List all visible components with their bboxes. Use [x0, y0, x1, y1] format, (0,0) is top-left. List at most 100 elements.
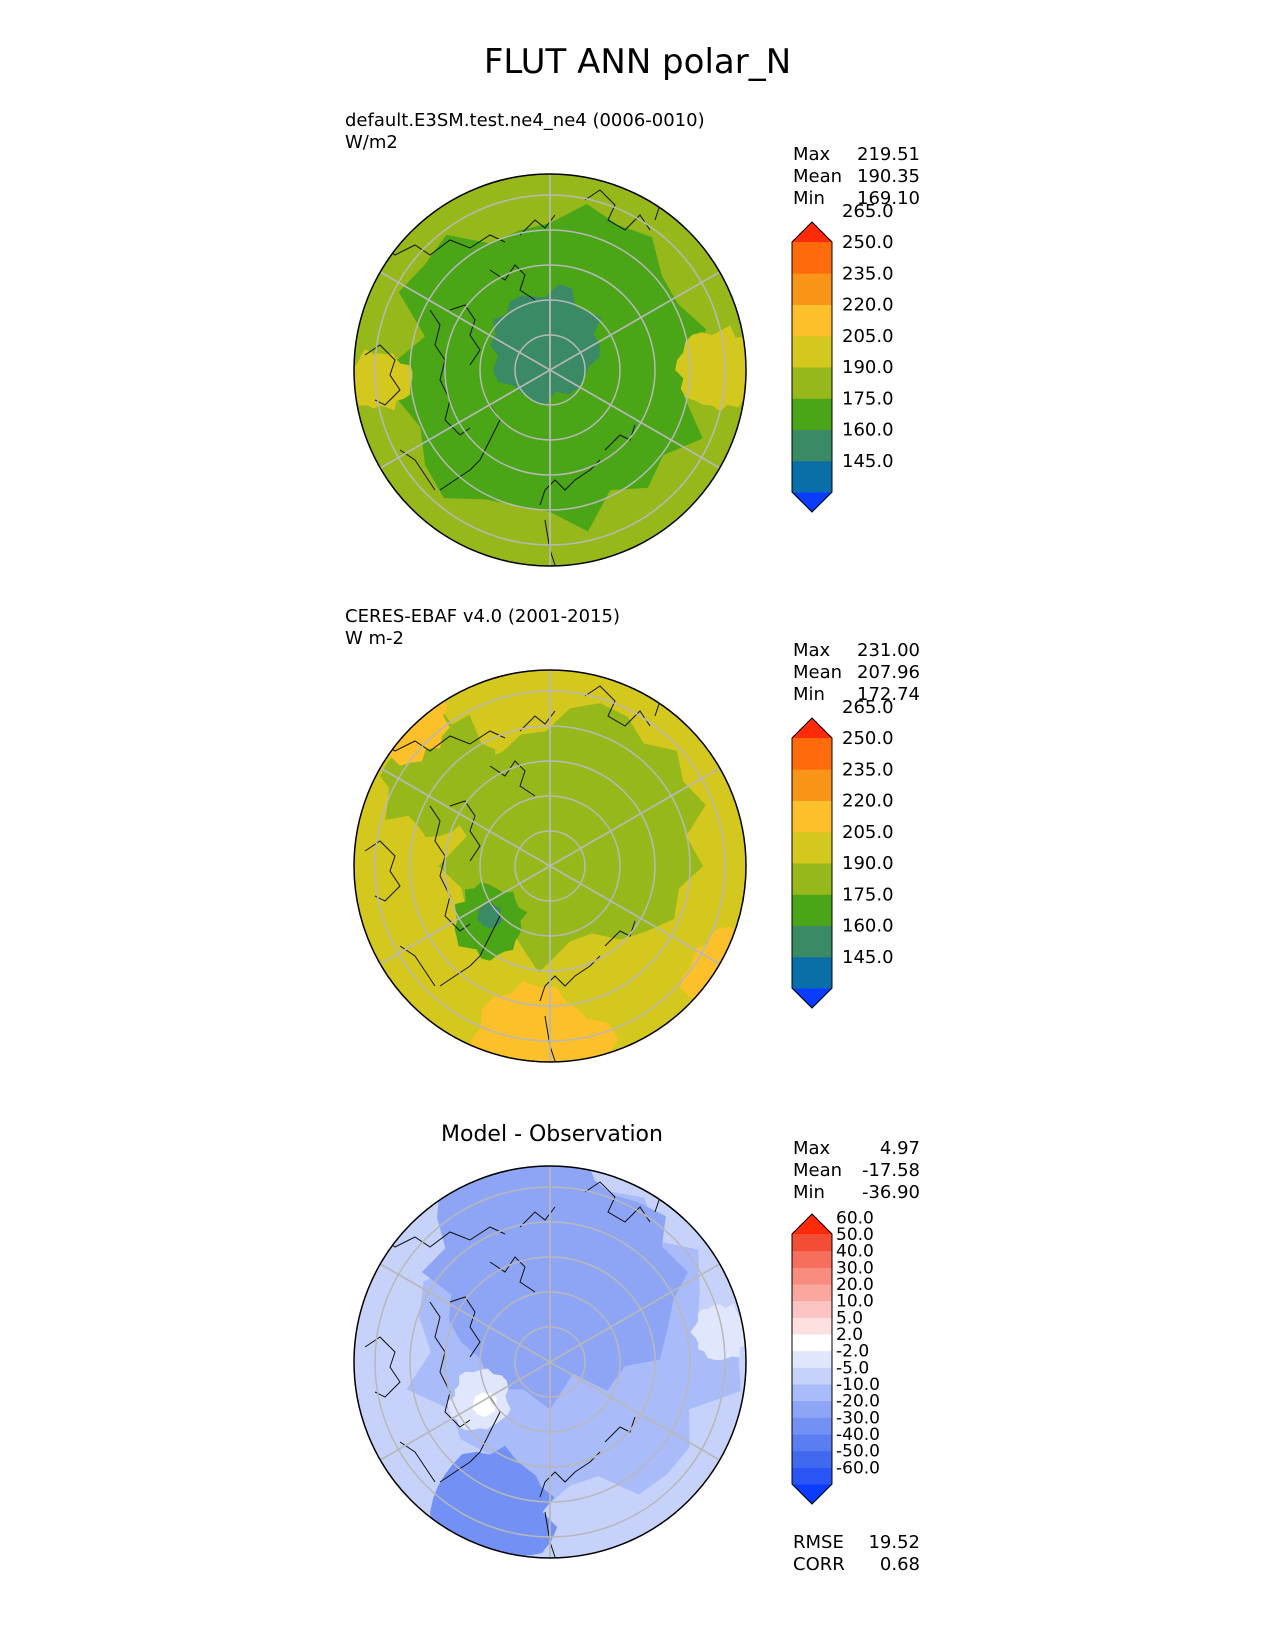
graticule-meridian: [379, 369, 551, 469]
colorbar-segment: [792, 1317, 832, 1335]
colorbar-segment: [792, 1334, 832, 1352]
colorbar-tick-label: 2.0: [836, 1325, 863, 1345]
coastline: [604, 1416, 636, 1443]
colorbar-segment: [792, 800, 832, 833]
panel-1-label-line1: default.E3SM.test.ne4_ne4 (0006-0010): [345, 110, 705, 131]
colorbar-tick-label: 250.0: [842, 232, 894, 253]
stat-value: 207.96: [857, 662, 920, 683]
panel-2-label: CERES-EBAF v4.0 (2001-2015) W m-2: [345, 606, 620, 650]
graticule-meridian: [549, 1361, 721, 1461]
coastline: [364, 840, 401, 902]
graticule-meridian: [379, 865, 551, 965]
stat-label: Min: [793, 684, 825, 705]
graticule-meridian: [549, 767, 721, 867]
colorbar-tick-label: 5.0: [836, 1308, 863, 1328]
colorbar-extend-high: [792, 1214, 832, 1234]
coastline: [399, 449, 436, 491]
field-contour-region: [467, 981, 619, 1062]
colorbar-outline: [791, 221, 833, 513]
colorbar-tick-label: 175.0: [842, 388, 894, 409]
stat-value: 4.97: [879, 1138, 920, 1159]
stat-label: Max: [793, 144, 831, 165]
map-boundary: [353, 1165, 747, 1559]
coastline: [379, 234, 506, 256]
colorbar-outline: [791, 1213, 833, 1505]
coastline: [539, 459, 601, 506]
panel-1-units: W/m2: [345, 132, 398, 153]
coastline: [449, 304, 481, 366]
panel-2-units: W m-2: [345, 628, 405, 649]
colorbar-segment: [792, 1400, 832, 1418]
colorbar-extend-low: [792, 988, 832, 1008]
colorbar-segment: [792, 460, 832, 493]
graticule-meridian: [549, 865, 721, 965]
colorbar-extend-high: [792, 718, 832, 738]
colorbar-tick-label: -60.0: [836, 1458, 880, 1478]
stat-value: 190.35: [857, 166, 920, 187]
coastline: [399, 945, 436, 987]
colorbar-extend-high: [792, 222, 832, 242]
colorbar-segment: [792, 398, 832, 430]
colorbar-segment: [792, 738, 832, 770]
colorbar-tick-label: 190.0: [842, 853, 894, 874]
panel-1-colorbar: 145.0 160.0 175.0 190.0 205.0 220.0 235.0 250.0…: [791, 201, 894, 513]
colorbar-segment: [792, 1434, 832, 1452]
colorbar-segment: [792, 1284, 832, 1302]
colorbar-tick-label: 235.0: [842, 759, 894, 780]
coastline: [539, 955, 601, 1002]
colorbar-tick-label: 265.0: [842, 201, 894, 222]
colorbar-tick-label: 220.0: [842, 295, 894, 316]
coastline: [364, 344, 401, 406]
colorbar-tick-label: 235.0: [842, 263, 894, 284]
colorbar-tick-label: 60.0: [836, 1208, 874, 1228]
graticule-meridian: [379, 271, 551, 371]
field-contour-region: [675, 325, 746, 412]
map-boundary: [353, 669, 747, 1063]
colorbar-segment: [792, 1234, 832, 1252]
colorbar-tick-label: -2.0: [836, 1342, 869, 1362]
panel-2-label-line1: CERES-EBAF v4.0 (2001-2015): [345, 606, 621, 627]
coastline: [539, 1451, 601, 1498]
colorbar-extend-low: [792, 492, 832, 512]
figure-title: FLUT ANN polar_N: [483, 42, 792, 82]
graticule-meridian: [379, 1361, 551, 1461]
coastline: [429, 309, 471, 436]
stat-value: 172.74: [857, 684, 920, 705]
colorbar-tick-label: -40.0: [836, 1425, 880, 1445]
coastline: [399, 1441, 436, 1483]
colorbar-tick-label: 50.0: [836, 1225, 874, 1245]
stat-label: Mean: [793, 662, 843, 683]
coastline: [584, 1181, 651, 1223]
colorbar-segment: [792, 863, 832, 895]
colorbar-tick-label: 40.0: [836, 1242, 874, 1262]
colorbar-outline: [791, 717, 833, 1009]
coastline: [429, 1301, 471, 1428]
colorbar-segment: [792, 831, 832, 864]
colorbar-segment: [792, 925, 832, 958]
metric-value: 19.52: [868, 1532, 920, 1553]
stat-label: Mean: [793, 166, 843, 187]
colorbar-tick-label: 160.0: [842, 916, 894, 937]
colorbar-tick-label: 265.0: [842, 697, 894, 718]
coastline: [584, 685, 651, 727]
field-contour-region: [477, 902, 503, 929]
coastline: [429, 805, 471, 932]
colorbar-tick-label: 175.0: [842, 884, 894, 905]
colorbar-segment: [792, 1250, 832, 1268]
colorbar-segment: [792, 894, 832, 926]
panel-3-title: Model - Observation: [441, 1122, 663, 1147]
panel-2-colorbar: 145.0 160.0 175.0 190.0 205.0 220.0 235.0 250.0…: [791, 697, 894, 1009]
colorbar-tick-label: 205.0: [842, 822, 894, 843]
colorbar-tick-label: 250.0: [842, 728, 894, 749]
graticule-meridian: [379, 1263, 551, 1363]
graticule-meridian: [379, 767, 551, 867]
colorbar-segment: [792, 956, 832, 989]
colorbar-tick-label: -5.0: [836, 1358, 869, 1378]
colorbar-tick-label: 20.0: [836, 1275, 874, 1295]
colorbar-tick-label: -30.0: [836, 1408, 880, 1428]
coastline: [604, 920, 636, 947]
colorbar-segment: [792, 242, 832, 274]
stat-label: Max: [793, 1138, 831, 1159]
stat-value: -36.90: [861, 1182, 920, 1203]
stat-label: Min: [793, 1182, 825, 1203]
